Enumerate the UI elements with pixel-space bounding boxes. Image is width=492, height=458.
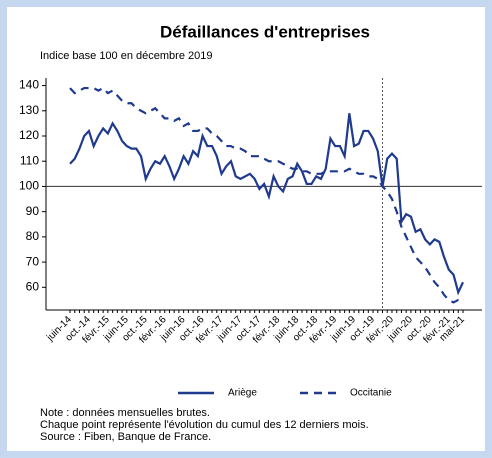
subtitle: Indice base 100 en décembre 2019 (40, 50, 212, 62)
y-tick-label: 130 (19, 103, 39, 117)
note: Source : Fiben, Banque de France. (40, 431, 211, 443)
chart-title: Défaillances d'entreprises (160, 22, 370, 41)
y-tick-label: 90 (26, 204, 40, 218)
legend-label: Occitanie (350, 388, 392, 399)
y-tick-label: 140 (19, 78, 39, 92)
note: Chaque point représente l'évolution du c… (40, 419, 369, 431)
y-tick-label: 120 (19, 128, 39, 142)
y-tick-label: 70 (26, 254, 40, 268)
line-series (69, 86, 463, 304)
y-tick-label: 100 (19, 179, 39, 193)
y-tick-label: 60 (26, 279, 40, 293)
legend-label: Ariège (228, 388, 257, 399)
line-series (69, 113, 464, 296)
y-tick-label: 110 (20, 153, 39, 167)
y-tick-label: 80 (26, 229, 40, 243)
panel (7, 7, 485, 451)
note: Note : données mensuelles brutes. (40, 407, 210, 419)
